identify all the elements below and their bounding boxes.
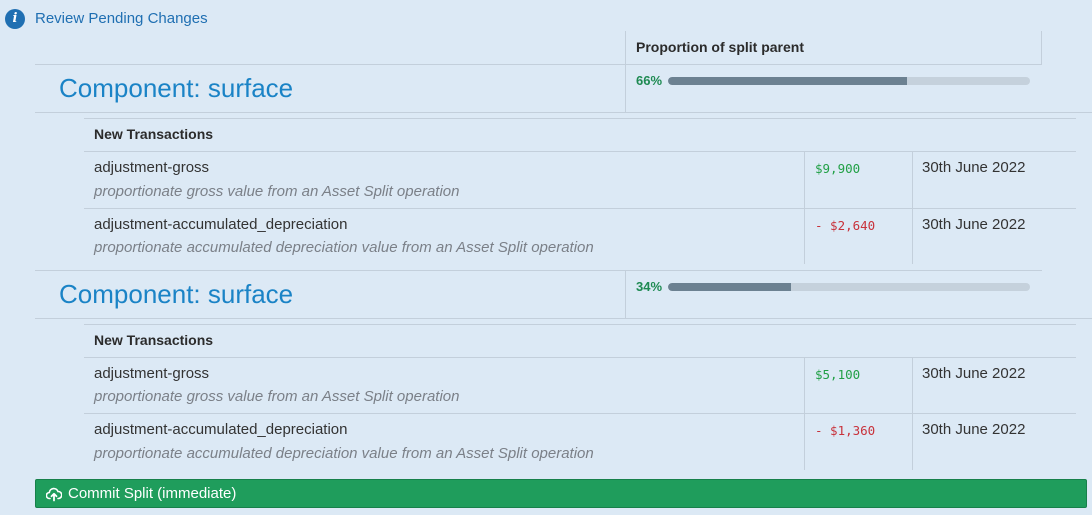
component-2-top-divider [35, 270, 1042, 271]
c2-tx-1-date: 30th June 2022 [922, 365, 1026, 382]
commit-split-label: Commit Split (immediate) [68, 485, 237, 502]
c1-tx-top-border [84, 118, 1076, 119]
c1-tx-header-divider [84, 151, 1076, 152]
component-2-bottom-divider [35, 318, 1092, 319]
c1-tx-row-divider [84, 208, 1076, 209]
component-1-progress-bar [668, 77, 1030, 85]
component-2-section-header: New Transactions [94, 332, 214, 348]
c2-tx-2-amount: - $1,360 [815, 423, 876, 438]
c2-tx-1-name: adjustment-gross [94, 365, 210, 382]
component-1-percent: 66% [636, 73, 663, 88]
component-1-progress-fill [668, 77, 907, 85]
c1-tx-1-description: proportionate gross value from an Asset … [94, 183, 460, 200]
c2-amount-left-border [804, 358, 805, 470]
c1-tx-2-amount: - $2,640 [815, 218, 876, 233]
header-right-border [1041, 31, 1042, 65]
proportion-header: Proportion of split parent [636, 39, 804, 55]
c2-tx-1-description: proportionate gross value from an Asset … [94, 388, 460, 405]
c2-tx-1-amount: $5,100 [815, 367, 861, 382]
c2-tx-2-date: 30th June 2022 [922, 421, 1026, 438]
c1-tx-1-date: 30th June 2022 [922, 159, 1026, 176]
commit-split-button[interactable]: Commit Split (immediate) [35, 479, 1087, 508]
c1-tx-1-name: adjustment-gross [94, 159, 210, 176]
component-1-section-header: New Transactions [94, 126, 214, 142]
header-left-border [625, 31, 626, 65]
c2-date-left-border [912, 358, 913, 470]
c2-tx-2-description: proportionate accumulated depreciation v… [94, 445, 594, 462]
header-divider [35, 64, 1042, 65]
c1-tx-2-date: 30th June 2022 [922, 216, 1026, 233]
component-2-percent: 34% [636, 279, 663, 294]
c2-tx-row-divider [84, 413, 1076, 414]
component-2-divider [625, 271, 626, 318]
c2-tx-2-name: adjustment-accumulated_depreciation [94, 421, 348, 438]
c2-tx-header-divider [84, 357, 1076, 358]
cloud-upload-icon [46, 487, 62, 502]
component-1-bottom-divider [35, 112, 1092, 113]
c1-tx-1-amount: $9,900 [815, 161, 861, 176]
review-pending-changes-link[interactable]: Review Pending Changes [35, 10, 208, 27]
component-1-title: Component: surface [59, 73, 294, 103]
c2-tx-top-border [84, 324, 1076, 325]
component-2-progress-fill [668, 283, 792, 291]
c1-tx-2-name: adjustment-accumulated_depreciation [94, 216, 348, 233]
c1-tx-2-description: proportionate accumulated depreciation v… [94, 239, 594, 256]
component-1-divider [625, 65, 626, 112]
component-2-title: Component: surface [59, 279, 294, 309]
info-icon: i [5, 9, 25, 29]
component-2-progress-bar [668, 283, 1030, 291]
